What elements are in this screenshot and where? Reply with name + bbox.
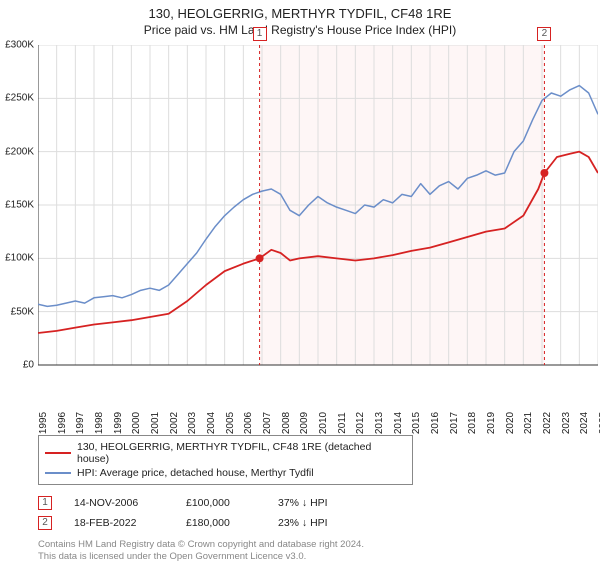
transaction-price: £180,000 [186, 517, 256, 529]
x-axis-label: 2013 [374, 412, 385, 434]
chart-title: 130, HEOLGERRIG, MERTHYR TYDFIL, CF48 1R… [0, 0, 600, 21]
y-axis-label: £0 [23, 360, 34, 371]
legend-label: 130, HEOLGERRIG, MERTHYR TYDFIL, CF48 1R… [77, 441, 406, 465]
x-axis-label: 2019 [486, 412, 497, 434]
chart-svg [38, 45, 598, 395]
x-axis-label: 2020 [505, 412, 516, 434]
price-chart: £0£50K£100K£150K£200K£250K£300K199519961… [38, 45, 598, 395]
x-axis-label: 2004 [206, 412, 217, 434]
x-axis-label: 2015 [411, 412, 422, 434]
x-axis-label: 2012 [355, 412, 366, 434]
transaction-delta: 37% ↓ HPI [278, 497, 368, 509]
x-axis-label: 2003 [187, 412, 198, 434]
x-axis-label: 2014 [393, 412, 404, 434]
transaction-date: 18-FEB-2022 [74, 517, 164, 529]
transaction-box-icon: 2 [38, 516, 52, 530]
y-axis-label: £250K [5, 93, 34, 104]
x-axis-label: 2023 [561, 412, 572, 434]
transaction-row: 1 14-NOV-2006 £100,000 37% ↓ HPI [38, 493, 600, 513]
transaction-date: 14-NOV-2006 [74, 497, 164, 509]
x-axis-label: 2007 [262, 412, 273, 434]
x-axis-label: 2021 [523, 412, 534, 434]
x-axis-label: 2022 [542, 412, 553, 434]
y-axis-label: £50K [11, 306, 34, 317]
y-axis-label: £300K [5, 40, 34, 51]
x-axis-label: 2016 [430, 412, 441, 434]
x-axis-label: 2009 [299, 412, 310, 434]
transaction-row: 2 18-FEB-2022 £180,000 23% ↓ HPI [38, 513, 600, 533]
x-axis-label: 2002 [169, 412, 180, 434]
y-axis-label: £200K [5, 146, 34, 157]
transaction-marker-icon: 1 [253, 27, 267, 41]
y-axis-label: £150K [5, 200, 34, 211]
x-axis-label: 2018 [467, 412, 478, 434]
transaction-price: £100,000 [186, 497, 256, 509]
x-axis-label: 2008 [281, 412, 292, 434]
legend-box: 130, HEOLGERRIG, MERTHYR TYDFIL, CF48 1R… [38, 435, 413, 485]
legend-label: HPI: Average price, detached house, Mert… [77, 467, 314, 479]
transaction-box-icon: 1 [38, 496, 52, 510]
x-axis-label: 2010 [318, 412, 329, 434]
x-axis-label: 2005 [225, 412, 236, 434]
transaction-delta: 23% ↓ HPI [278, 517, 368, 529]
x-axis-label: 2011 [337, 412, 348, 434]
legend-item: HPI: Average price, detached house, Mert… [45, 466, 406, 480]
x-axis-label: 1995 [38, 412, 49, 434]
x-axis-label: 1996 [57, 412, 68, 434]
y-axis-label: £100K [5, 253, 34, 264]
footer-line: This data is licensed under the Open Gov… [38, 551, 600, 563]
x-axis-label: 1997 [75, 412, 86, 434]
legend-swatch [45, 452, 71, 454]
x-axis-label: 1998 [94, 412, 105, 434]
x-axis-label: 1999 [113, 412, 124, 434]
x-axis-label: 2017 [449, 412, 460, 434]
legend-item: 130, HEOLGERRIG, MERTHYR TYDFIL, CF48 1R… [45, 440, 406, 466]
transaction-marker-icon: 2 [537, 27, 551, 41]
x-axis-label: 2000 [131, 412, 142, 434]
x-axis-label: 2006 [243, 412, 254, 434]
footer-line: Contains HM Land Registry data © Crown c… [38, 539, 600, 551]
transaction-table: 1 14-NOV-2006 £100,000 37% ↓ HPI 2 18-FE… [38, 493, 600, 533]
chart-subtitle: Price paid vs. HM Land Registry's House … [0, 21, 600, 37]
legend-swatch [45, 472, 71, 474]
x-axis-label: 2024 [579, 412, 590, 434]
x-axis-label: 2001 [150, 412, 161, 434]
